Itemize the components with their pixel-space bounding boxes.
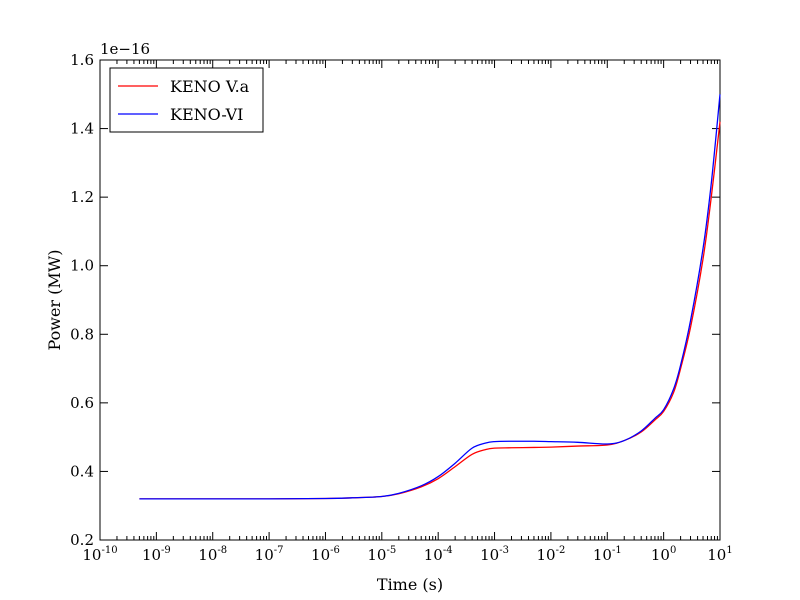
y-tick-label: 0.4	[70, 462, 94, 480]
x-tick-base: 10	[707, 546, 726, 564]
x-tick-label: 10-1	[593, 545, 622, 564]
y-axis-ticks: 0.2 0.4 0.6 0.8 1.0 1.2 1.4 1.6	[70, 51, 720, 549]
x-tick-base: 10	[255, 546, 274, 564]
series-layer	[139, 94, 721, 500]
x-tick-base: 10	[593, 546, 612, 564]
legend-label-keno-vi: KENO-VI	[170, 105, 243, 124]
x-tick-label: 101	[707, 545, 732, 564]
x-tick-label: 10-6	[311, 545, 340, 564]
x-tick-label: 10-7	[255, 545, 284, 564]
x-tick-exponent: -6	[330, 545, 340, 556]
x-tick-exponent: -10	[101, 545, 117, 556]
legend-box	[109, 67, 264, 133]
x-tick-label: 10-9	[142, 545, 171, 564]
x-tick-base: 10	[651, 546, 670, 564]
x-tick-exponent: -5	[386, 545, 396, 556]
x-tick-exponent: 0	[670, 545, 676, 556]
x-tick-base: 10	[198, 546, 217, 564]
x-tick-label: 10-4	[424, 545, 453, 564]
y-tick-label: 0.6	[70, 394, 94, 412]
y-offset-label: 1e−16	[100, 40, 150, 58]
x-tick-base: 10	[424, 546, 443, 564]
x-tick-exponent: -4	[443, 545, 453, 556]
x-tick-label: 100	[651, 545, 676, 564]
x-axis-ticks: 10-10 10-9 10-8 10-7 10-6 10-5 10-4 10-3 10-2 10-…	[82, 60, 733, 564]
x-tick-exponent: -3	[499, 545, 509, 556]
y-tick-label: 1.0	[70, 257, 94, 275]
series-line-keno-vi	[139, 94, 721, 500]
x-tick-label: 10-5	[367, 545, 396, 564]
x-tick-base: 10	[367, 546, 386, 564]
y-tick-label: 1.6	[70, 51, 94, 69]
x-tick-exponent: -2	[556, 545, 566, 556]
x-tick-exponent: -8	[217, 545, 227, 556]
x-tick-exponent: -7	[274, 545, 284, 556]
x-tick-label: 10-3	[480, 545, 509, 564]
x-tick-exponent: -9	[161, 545, 171, 556]
x-tick-base: 10	[82, 546, 101, 564]
x-tick-exponent: -1	[612, 545, 622, 556]
plot-frame	[99, 59, 721, 541]
y-tick-label: 1.2	[70, 188, 94, 206]
x-tick-base: 10	[311, 546, 330, 564]
x-tick-label: 10-10	[82, 545, 117, 564]
y-tick-label: 0.2	[70, 531, 94, 549]
x-tick-base: 10	[480, 546, 499, 564]
y-tick-label: 1.4	[70, 120, 94, 138]
x-tick-base: 10	[142, 546, 161, 564]
legend-label-keno-va: KENO V.a	[170, 77, 250, 96]
y-tick-label: 0.8	[70, 325, 94, 343]
x-axis-label: Time (s)	[377, 575, 443, 594]
legend: KENO V.a KENO-VI	[109, 67, 264, 133]
y-axis-label: Power (MW)	[45, 250, 64, 351]
x-tick-label: 10-8	[198, 545, 227, 564]
x-tick-label: 10-2	[536, 545, 565, 564]
x-tick-base: 10	[536, 546, 555, 564]
x-tick-exponent: 1	[726, 545, 732, 556]
